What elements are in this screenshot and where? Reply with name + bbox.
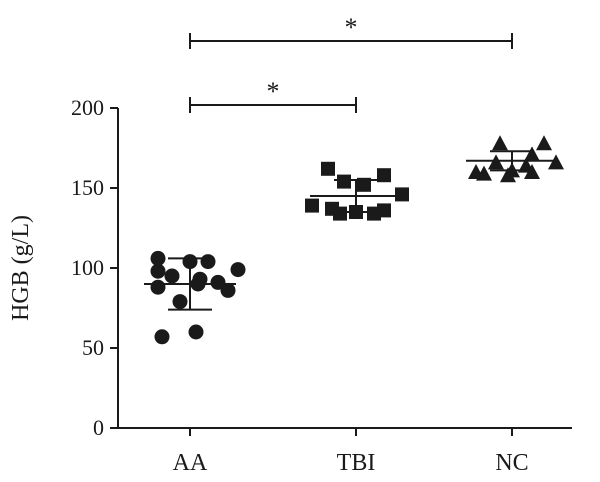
mean-sd-tbi [310, 179, 402, 213]
data-point-square [395, 187, 409, 202]
data-point-triangle [524, 164, 540, 179]
data-point-circle [188, 324, 204, 340]
y-axis-title: HGB (g/L) [8, 215, 34, 321]
data-point-square [377, 203, 391, 218]
data-point-square [377, 168, 391, 183]
data-point-circle [150, 279, 166, 295]
data-point-triangle [524, 146, 540, 162]
y-tick-label: 0 [93, 415, 104, 440]
y-tick-label: 200 [71, 95, 104, 120]
axes: 0 50 100 150 200 AA TBI NC [71, 95, 572, 476]
data-point-triangle [492, 135, 508, 151]
data-point-circle [164, 268, 180, 284]
x-tick-label: NC [495, 450, 528, 476]
x-tick-label: TBI [337, 450, 376, 476]
y-tick-label: 100 [71, 255, 104, 280]
mean-sd-nc [466, 150, 558, 172]
data-point-triangle [476, 165, 492, 181]
data-point-circle [220, 282, 236, 298]
significance-bracket: * [189, 13, 513, 49]
data-point-square [337, 174, 351, 189]
y-tick-label: 150 [71, 175, 104, 200]
data-point-circle [150, 250, 166, 266]
significance-label: * [345, 13, 358, 42]
x-tick-label: AA [173, 450, 208, 476]
data-point-square [321, 161, 335, 176]
data-point-circle [172, 294, 188, 310]
mean-sd-aa [144, 257, 236, 311]
data-point-circle [200, 254, 216, 270]
data-points [150, 135, 564, 345]
data-point-square [305, 198, 319, 213]
data-point-square [357, 177, 371, 192]
data-point-triangle [536, 135, 552, 151]
data-point-circle [154, 329, 170, 345]
significance-brackets: ** [189, 13, 513, 113]
data-point-square [333, 206, 347, 221]
data-point-circle [230, 262, 246, 278]
mean-sd-lines [144, 150, 558, 311]
data-point-circle [150, 263, 166, 279]
data-point-triangle [548, 154, 564, 170]
data-point-triangle [500, 167, 516, 183]
data-point-circle [210, 274, 226, 290]
y-tick-label: 50 [82, 335, 104, 360]
data-point-triangle [488, 154, 504, 170]
significance-label: * [267, 77, 280, 106]
significance-bracket: * [189, 77, 357, 113]
